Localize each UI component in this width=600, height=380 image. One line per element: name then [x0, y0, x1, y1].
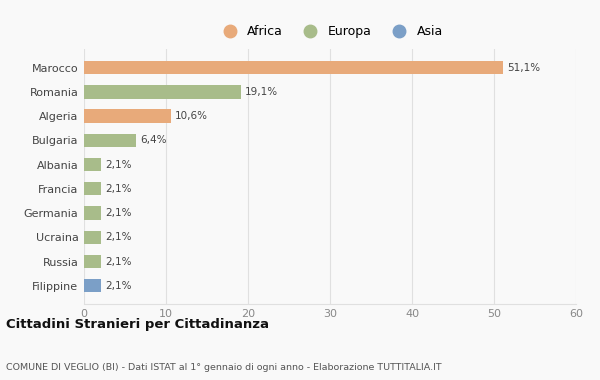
Bar: [84, 158, 101, 171]
Text: 10,6%: 10,6%: [175, 111, 208, 121]
Text: 2,1%: 2,1%: [106, 160, 132, 169]
Text: 2,1%: 2,1%: [106, 256, 132, 266]
Bar: [84, 109, 171, 123]
Bar: [84, 206, 101, 220]
Bar: [84, 279, 101, 293]
Bar: [84, 255, 101, 268]
Text: 51,1%: 51,1%: [507, 63, 540, 73]
Text: 2,1%: 2,1%: [106, 184, 132, 194]
Bar: [84, 182, 101, 195]
Bar: [84, 231, 101, 244]
Text: Cittadini Stranieri per Cittadinanza: Cittadini Stranieri per Cittadinanza: [6, 318, 269, 331]
Bar: [84, 85, 241, 98]
Bar: [84, 134, 136, 147]
Text: 2,1%: 2,1%: [106, 208, 132, 218]
Bar: [84, 61, 503, 74]
Text: 19,1%: 19,1%: [245, 87, 278, 97]
Text: COMUNE DI VEGLIO (BI) - Dati ISTAT al 1° gennaio di ogni anno - Elaborazione TUT: COMUNE DI VEGLIO (BI) - Dati ISTAT al 1°…: [6, 363, 442, 372]
Legend: Africa, Europa, Asia: Africa, Europa, Asia: [212, 20, 448, 43]
Text: 6,4%: 6,4%: [140, 135, 167, 145]
Text: 2,1%: 2,1%: [106, 281, 132, 291]
Text: 2,1%: 2,1%: [106, 232, 132, 242]
